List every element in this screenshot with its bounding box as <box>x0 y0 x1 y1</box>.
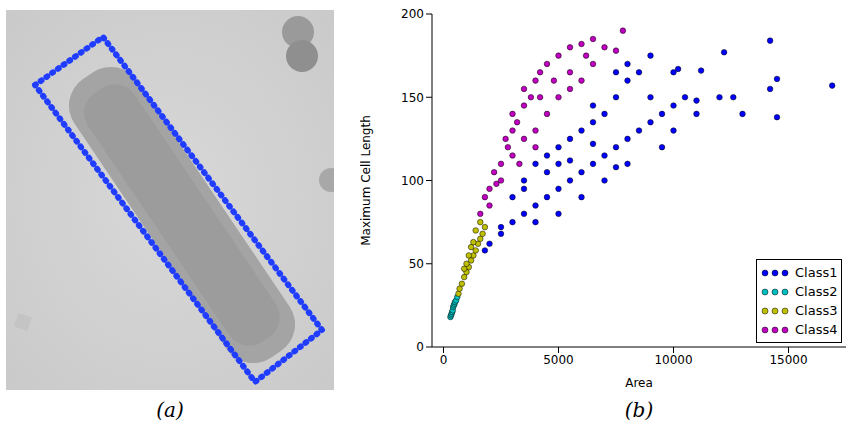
svg-text:0: 0 <box>416 340 424 354</box>
svg-text:200: 200 <box>401 7 424 21</box>
svg-text:10000: 10000 <box>654 353 692 367</box>
html-text:Class4: Class4 <box>795 322 838 337</box>
svg-text:Area: Area <box>625 376 653 390</box>
svg-text:100: 100 <box>401 174 424 188</box>
html-text:(b): (b) <box>624 398 654 422</box>
html-text:Class1: Class1 <box>795 265 838 280</box>
svg-text:15000: 15000 <box>769 353 807 367</box>
svg-text:150: 150 <box>401 91 424 105</box>
html-text:Class3: Class3 <box>795 303 838 318</box>
html-text:(a): (a) <box>156 398 184 422</box>
svg-text:0: 0 <box>440 353 448 367</box>
svg-text:5000: 5000 <box>543 353 574 367</box>
svg-text:Maximum Cell Length: Maximum Cell Length <box>360 115 373 246</box>
html-text:Class2: Class2 <box>795 284 838 299</box>
svg-text:50: 50 <box>409 257 424 271</box>
